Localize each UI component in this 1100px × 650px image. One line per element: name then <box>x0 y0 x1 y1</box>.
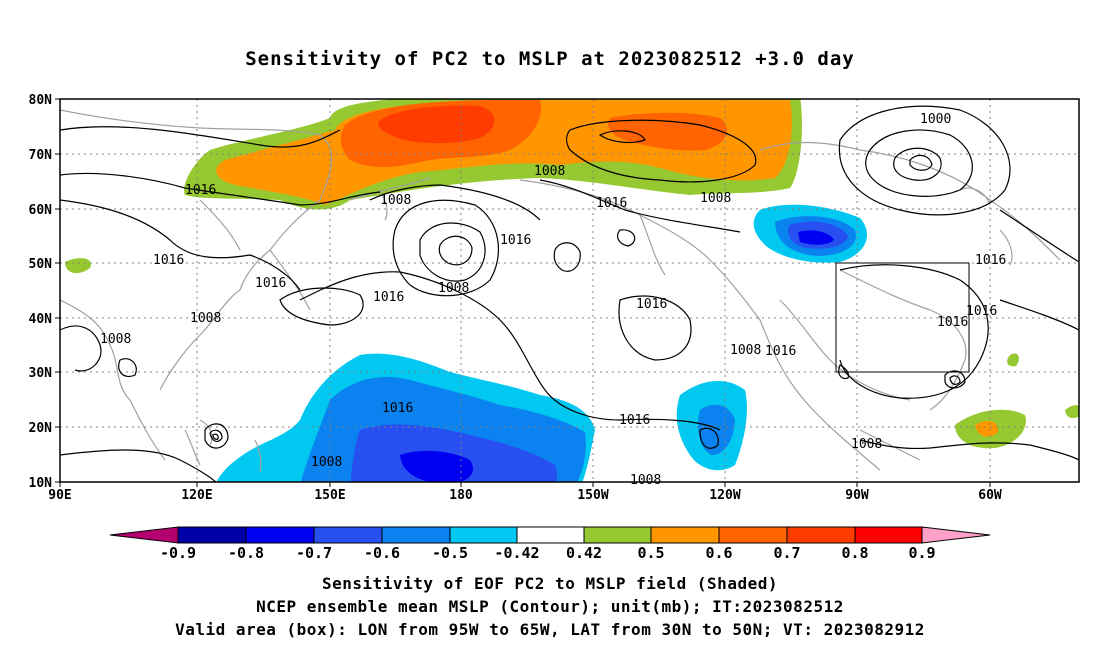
contour-label: 1008 <box>190 311 221 326</box>
contour-label: 1008 <box>380 193 411 208</box>
colorbar-label: 0.7 <box>773 544 800 562</box>
colorbar-label: -0.9 <box>160 544 196 562</box>
shade-positive-red <box>378 105 495 144</box>
lat-tick-label: 80N <box>29 93 53 108</box>
colorbar-swatch <box>177 526 247 544</box>
lat-tick-label: 60N <box>29 203 53 218</box>
caption-valid-area: Valid area (box): LON from 95W to 65W, L… <box>175 620 925 639</box>
mslp-contours <box>60 105 1079 482</box>
colorbar-label: -0.42 <box>494 544 539 562</box>
shade-negative-blue <box>301 216 856 482</box>
colorbar-swatch <box>854 526 923 544</box>
colorbar-low-arrow <box>109 526 179 544</box>
colorbar-swatch <box>313 526 383 544</box>
lon-tick-label: 150E <box>314 488 345 503</box>
caption-contour: NCEP ensemble mean MSLP (Contour); unit(… <box>256 597 844 616</box>
colorbar-label: 0.6 <box>705 544 732 562</box>
lon-tick-label: 150W <box>577 488 608 503</box>
contour-label: 1008 <box>730 343 761 358</box>
colorbar-swatch <box>245 526 315 544</box>
colorbar: -0.9 -0.8 -0.7 -0.6 -0.5 -0.42 0.42 0.5 … <box>109 526 991 562</box>
sensitivity-shading <box>65 99 1079 482</box>
contour-label: 1008 <box>438 281 469 296</box>
lon-tick-label: 120W <box>709 488 740 503</box>
colorbar-label: 0.9 <box>908 544 935 562</box>
colorbar-high-arrow <box>921 526 991 544</box>
contour-label: 1016 <box>382 401 413 416</box>
colorbar-label: -0.8 <box>228 544 264 562</box>
colorbar-swatch <box>650 526 720 544</box>
valid-area-box <box>835 262 970 373</box>
contour-label: 1016 <box>373 290 404 305</box>
contour-label: 1016 <box>619 413 650 428</box>
colorbar-label: -0.6 <box>364 544 400 562</box>
contour-label: 1016 <box>153 253 184 268</box>
contour-label: 1016 <box>636 297 667 312</box>
contour-labels: 1016 1008 1000 1008 1016 1016 1016 1016 … <box>100 112 1006 488</box>
shade-negative-navy <box>400 230 834 482</box>
lon-tick-label: 90E <box>48 488 71 503</box>
contour-label: 1016 <box>975 253 1006 268</box>
lat-lon-grid <box>60 99 1079 482</box>
contour-label: 1008 <box>100 332 131 347</box>
colorbar-label: 0.42 <box>566 544 602 562</box>
colorbar-label: -0.5 <box>432 544 468 562</box>
colorbar-swatch <box>449 526 518 544</box>
colorbar-swatch <box>786 526 856 544</box>
lon-tick-label: 180 <box>449 488 473 503</box>
map-figure: 1016 1008 1000 1008 1016 1016 1016 1016 … <box>29 93 1080 562</box>
contour-label: 1000 <box>920 112 951 127</box>
contour-label: 1008 <box>534 164 565 179</box>
colorbar-swatch <box>381 526 451 544</box>
contour-label: 1016 <box>966 304 997 319</box>
colorbar-label: 0.5 <box>637 544 664 562</box>
contour-label: 1016 <box>185 183 216 198</box>
contour-label: 1016 <box>765 344 796 359</box>
lon-axis: 90E 120E 150E 180 150W 120W 90W 60W <box>48 482 1002 503</box>
figure-title: Sensitivity of PC2 to MSLP at 2023082512… <box>245 48 855 70</box>
lon-tick-label: 60W <box>978 488 1002 503</box>
contour-label: 1008 <box>700 191 731 206</box>
lat-tick-label: 70N <box>29 148 53 163</box>
contour-label: 1008 <box>311 455 342 470</box>
contour-label: 1008 <box>851 437 882 452</box>
colorbar-label: 0.8 <box>841 544 868 562</box>
lon-tick-label: 90W <box>845 488 869 503</box>
contour-label: 1016 <box>255 276 286 291</box>
shade-positive-orange-small <box>975 420 999 437</box>
contour-label: 1008 <box>630 473 661 488</box>
lat-tick-label: 50N <box>29 257 53 272</box>
lat-tick-label: 40N <box>29 312 53 327</box>
colorbar-swatch <box>516 526 585 544</box>
contour-label: 1016 <box>937 315 968 330</box>
colorbar-swatch <box>583 526 652 544</box>
colorbar-swatch <box>718 526 788 544</box>
contour-label: 1016 <box>596 196 627 211</box>
map-frame <box>59 98 1080 483</box>
colorbar-label: -0.7 <box>296 544 332 562</box>
caption-shading: Sensitivity of EOF PC2 to MSLP field (Sh… <box>322 574 778 593</box>
lon-tick-label: 120E <box>181 488 212 503</box>
lat-tick-label: 10N <box>29 476 53 491</box>
lat-tick-label: 30N <box>29 366 53 381</box>
lat-axis: 80N 70N 60N 50N 40N 30N 20N 10N <box>29 93 60 491</box>
contour-label: 1016 <box>500 233 531 248</box>
lat-tick-label: 20N <box>29 421 53 436</box>
